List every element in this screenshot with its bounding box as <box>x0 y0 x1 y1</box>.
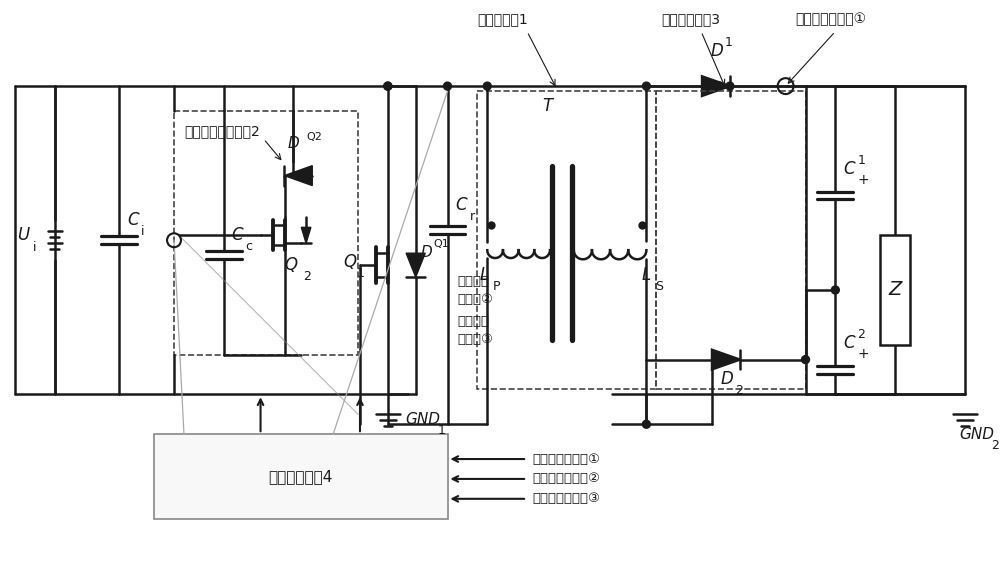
Circle shape <box>444 82 451 90</box>
Polygon shape <box>284 166 312 186</box>
Text: GND: GND <box>406 412 441 427</box>
Circle shape <box>642 420 650 428</box>
Text: 第一电压检测点①: 第一电压检测点① <box>796 13 867 26</box>
Polygon shape <box>301 227 311 244</box>
Text: C: C <box>127 211 139 229</box>
Text: 第一电压检测点①: 第一电压检测点① <box>532 453 600 465</box>
Text: S: S <box>655 280 663 293</box>
Text: c: c <box>246 240 253 253</box>
Text: 2: 2 <box>735 384 743 398</box>
Circle shape <box>642 82 650 90</box>
Text: 第二电压检测点②: 第二电压检测点② <box>532 472 600 485</box>
Text: C: C <box>843 333 855 352</box>
Text: 1: 1 <box>857 154 865 167</box>
Bar <box>656 91 806 390</box>
Text: 2: 2 <box>991 439 999 452</box>
Text: D: D <box>287 136 299 151</box>
Text: 控制驱动电路4: 控制驱动电路4 <box>269 469 333 484</box>
Text: 2: 2 <box>857 328 865 341</box>
Text: 1: 1 <box>725 36 733 49</box>
Polygon shape <box>712 350 740 370</box>
Text: 检测点③: 检测点③ <box>457 333 493 346</box>
Bar <box>880 236 910 345</box>
Text: 2: 2 <box>303 270 311 283</box>
Text: i: i <box>141 225 145 238</box>
Text: U: U <box>17 226 29 244</box>
Text: 下拉有源鉄位支路2: 下拉有源鉄位支路2 <box>184 124 260 138</box>
Circle shape <box>802 356 809 364</box>
Polygon shape <box>702 76 730 96</box>
Text: P: P <box>493 280 501 293</box>
Circle shape <box>726 82 734 90</box>
Text: +: + <box>857 347 869 360</box>
Bar <box>174 111 358 355</box>
Text: C: C <box>232 226 243 244</box>
Polygon shape <box>406 253 425 277</box>
Circle shape <box>831 286 839 294</box>
Text: 高频变压刨1: 高频变压刨1 <box>477 13 528 26</box>
Text: D: D <box>711 42 724 60</box>
Text: T: T <box>542 97 552 115</box>
Text: Q: Q <box>284 256 297 274</box>
Text: 第二电压: 第二电压 <box>457 275 489 288</box>
Text: L: L <box>479 266 489 284</box>
Text: GND: GND <box>960 427 995 442</box>
Text: r: r <box>469 210 475 223</box>
Text: 检测点②: 检测点② <box>457 293 493 306</box>
Bar <box>477 91 656 390</box>
Text: L: L <box>641 266 651 284</box>
Text: 1: 1 <box>357 267 365 280</box>
Text: i: i <box>33 241 36 254</box>
Text: 1: 1 <box>438 424 445 437</box>
Text: 第三电压检测点③: 第三电压检测点③ <box>532 492 600 505</box>
Text: C: C <box>455 197 467 214</box>
Text: 高频倍压电路3: 高频倍压电路3 <box>661 13 720 26</box>
Circle shape <box>483 82 491 90</box>
Text: D: D <box>421 245 432 260</box>
Text: Q1: Q1 <box>434 239 449 249</box>
Text: Q2: Q2 <box>306 132 322 142</box>
Text: D: D <box>721 371 734 388</box>
Circle shape <box>384 82 392 90</box>
Text: Q: Q <box>343 253 356 271</box>
Text: C: C <box>843 160 855 178</box>
Text: +: + <box>857 172 869 187</box>
Text: Z: Z <box>888 280 902 300</box>
Text: 第三电压: 第三电压 <box>457 315 489 328</box>
Circle shape <box>384 82 392 90</box>
Bar <box>154 434 448 519</box>
